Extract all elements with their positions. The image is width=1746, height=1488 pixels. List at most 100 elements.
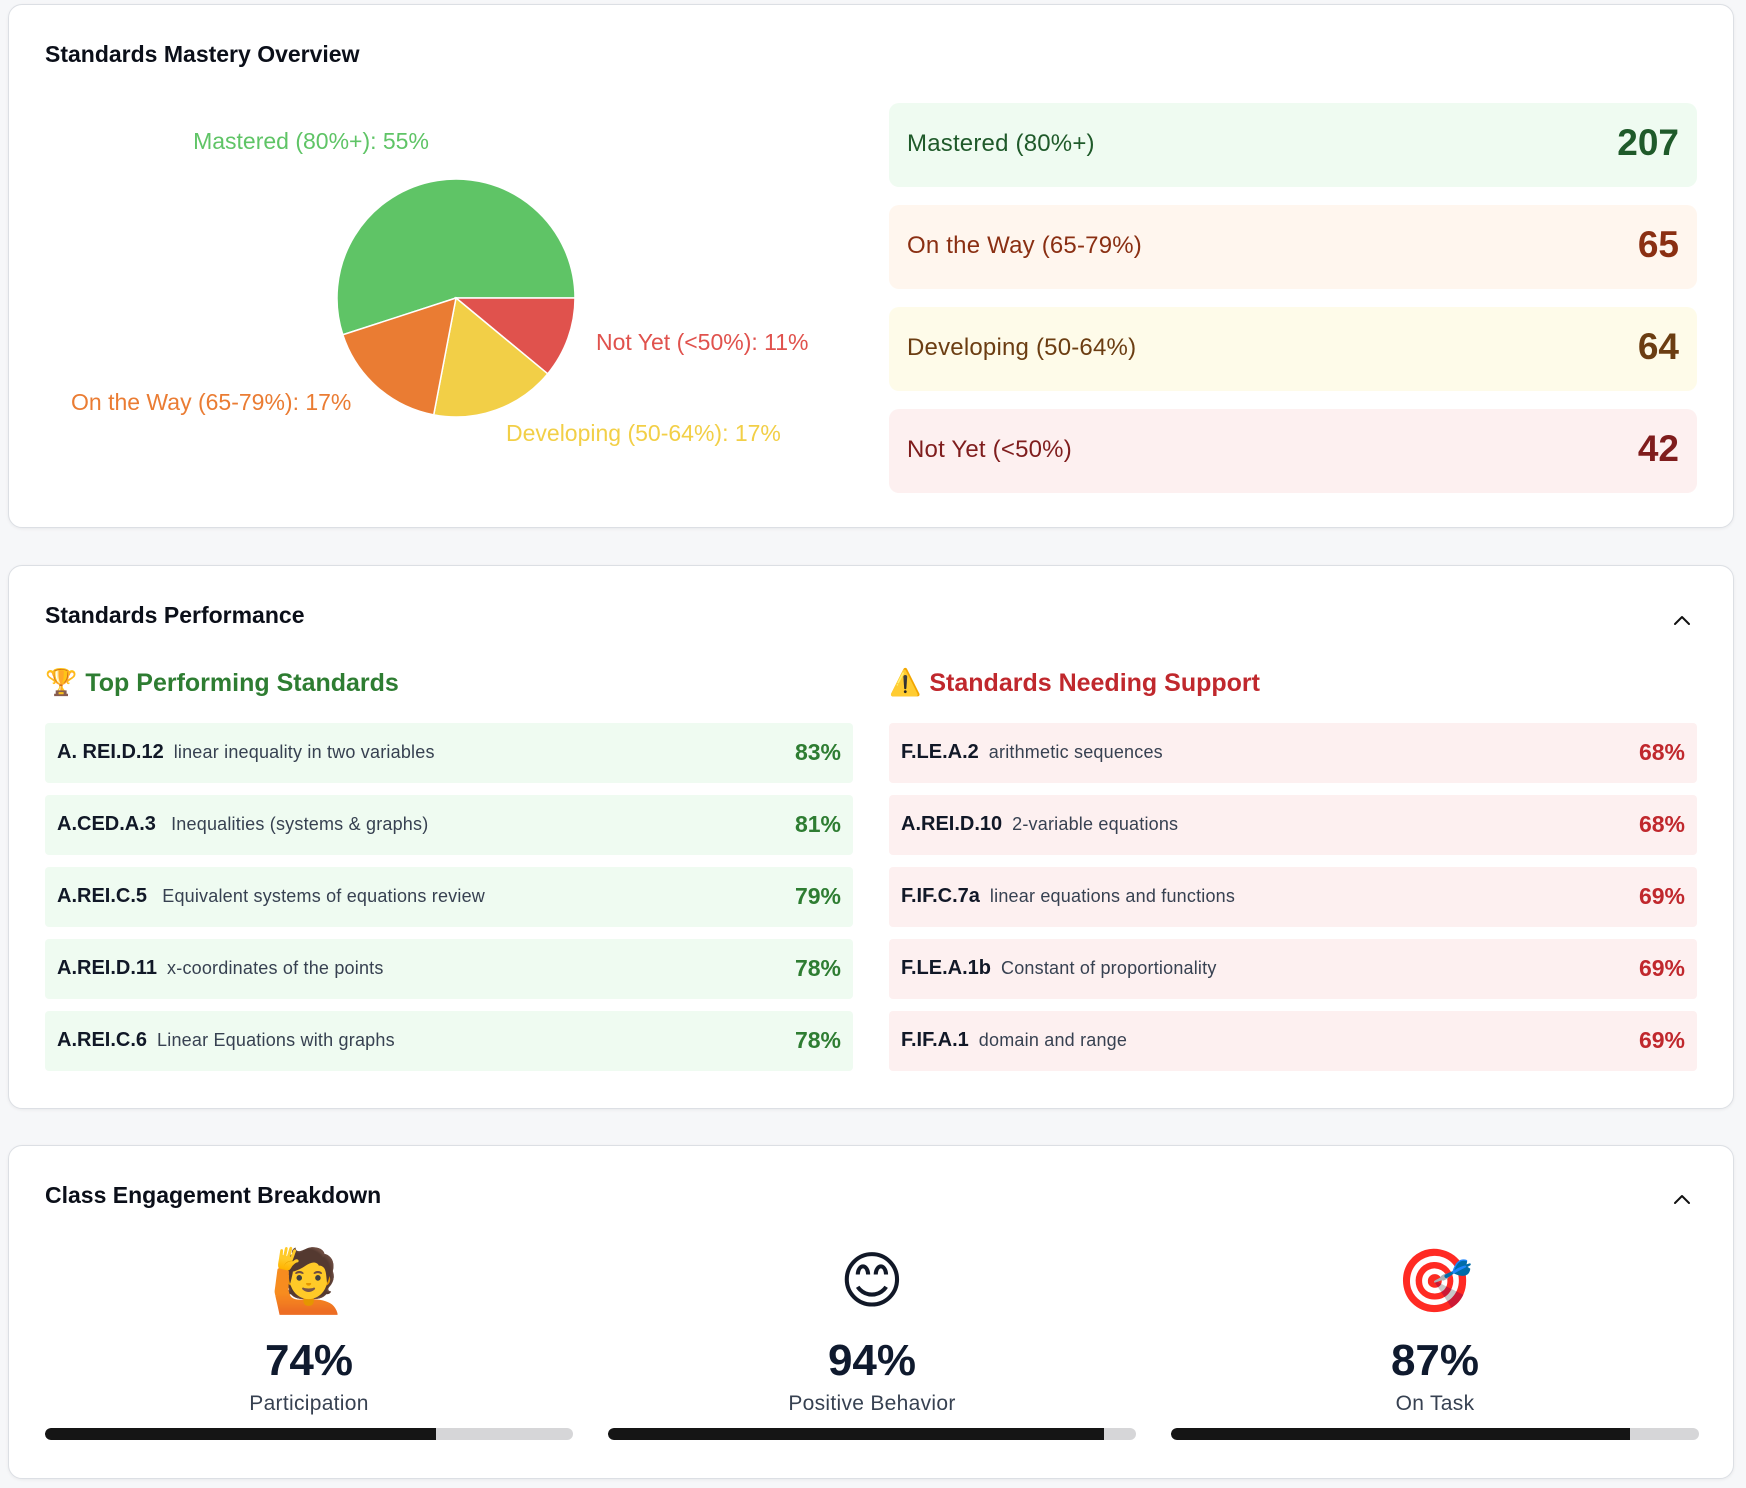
standard-description: domain and range (978, 1030, 1128, 1050)
standard-code-text: A.REI.C.6 (57, 1029, 148, 1051)
top-standards-heading: 🏆 Top Performing Standards (45, 667, 399, 698)
standard-code: A.REI.D.11 x-coordinates of the points (57, 957, 384, 980)
pie-label-mastered: Mastered (80%+): 55% (193, 128, 429, 154)
standard-percent: 69% (1638, 883, 1685, 909)
progress-bar (1171, 1428, 1699, 1440)
standard-row[interactable]: F.LE.A.1b Constant of proportionality 69% (889, 939, 1697, 999)
target-icon: 🎯 (1396, 1247, 1474, 1316)
progress-bar (608, 1428, 1136, 1440)
class-engagement-card: Class Engagement Breakdown 🙋 74% Partici… (8, 1145, 1734, 1479)
standard-description: Inequalities (systems & graphs) (165, 814, 429, 834)
smiling-face-icon: 😊 (839, 1247, 905, 1316)
standard-percent: 78% (794, 955, 841, 981)
stat-not-yet[interactable]: Not Yet (<50%) 42 (889, 409, 1697, 493)
standard-description: Linear Equations with graphs (157, 1030, 395, 1050)
standard-row[interactable]: F.IF.C.7a linear equations and functions 6… (889, 867, 1697, 927)
metric-participation: 🙋 74% Participation (45, 1242, 573, 1462)
pie-label-on-the-way: On the Way (65-79%): 17% (71, 389, 351, 415)
pie-slice-mastered (336, 178, 576, 336)
metric-value: 74% (264, 1336, 354, 1385)
standard-code: F.LE.A.2 arithmetic sequences (901, 741, 1163, 764)
standard-percent: 69% (1638, 955, 1685, 981)
stat-count: 42 (1637, 428, 1679, 469)
standards-performance-card: Standards Performance 🏆 Top Performing St… (8, 565, 1734, 1109)
stat-on-the-way[interactable]: On the Way (65-79%) 65 (889, 205, 1697, 289)
stat-mastered[interactable]: Mastered (80%+) 207 (889, 103, 1697, 187)
standard-percent: 68% (1638, 811, 1685, 837)
card-title: Standards Performance (45, 602, 305, 628)
stat-count: 207 (1617, 122, 1679, 163)
standard-description: x-coordinates of the points (167, 958, 384, 978)
stat-label: Mastered (80%+) (907, 130, 1095, 157)
standard-code-text: A.REI.D.11 (57, 957, 158, 979)
standard-row[interactable]: A.REI.C.6 Linear Equations with graphs 78% (45, 1011, 853, 1071)
standard-code: A.REI.D.10 2-variable equations (901, 813, 1178, 836)
standard-code-text: F.IF.A.1 (901, 1029, 969, 1051)
progress-fill (608, 1428, 1105, 1440)
standard-description: linear equations and functions (989, 886, 1236, 906)
standard-percent: 81% (794, 811, 841, 837)
standard-row[interactable]: A. REI.D.12 linear inequality in two vari… (45, 723, 853, 783)
standard-code: A. REI.D.12 linear inequality in two vari… (57, 741, 435, 764)
standard-code: F.IF.A.1 domain and range (901, 1029, 1127, 1052)
standard-code: A.REI.C.6 Linear Equations with graphs (57, 1029, 395, 1052)
standard-code-text: A.REI.C.5 (57, 885, 148, 907)
metric-value: 87% (1390, 1336, 1480, 1385)
stat-count: 64 (1637, 326, 1679, 367)
progress-bar (45, 1428, 573, 1440)
standard-row[interactable]: A.CED.A.3 Inequalities (systems & graphs… (45, 795, 853, 855)
standard-row[interactable]: F.IF.A.1 domain and range 69% (889, 1011, 1697, 1071)
standard-code: F.IF.C.7a linear equations and functions (901, 885, 1235, 908)
standard-percent: 68% (1638, 739, 1685, 765)
standard-code-text: F.LE.A.2 (901, 741, 979, 763)
pie-slice-not-yet (453, 297, 576, 375)
standard-percent: 83% (794, 739, 841, 765)
pie-label-not-yet: Not Yet (<50%): 11% (596, 329, 808, 355)
raising-hand-icon: 🙋 (270, 1247, 348, 1316)
standard-percent: 69% (1638, 1027, 1685, 1053)
heading-text: Standards Needing Support (929, 669, 1260, 697)
support-standards-list: F.LE.A.2 arithmetic sequences 68% A.REI.D.… (889, 723, 1697, 1083)
stat-label: Developing (50-64%) (907, 334, 1137, 361)
mastery-pie-chart: Mastered (80%+): 55% Not Yet (<50%): 11%… (71, 128, 808, 446)
metric-on-task: 🎯 87% On Task (1171, 1242, 1699, 1462)
standard-row[interactable]: A.REI.D.10 2-variable equations 68% (889, 795, 1697, 855)
pie-slice-on-the-way (341, 296, 457, 416)
standard-code: F.LE.A.1b Constant of proportionality (901, 957, 1217, 980)
warning-icon: ⚠️ (889, 667, 922, 697)
collapse-chevron-up-icon[interactable] (1671, 609, 1693, 631)
card-title: Class Engagement Breakdown (45, 1182, 382, 1208)
stat-label: On the Way (65-79%) (907, 232, 1142, 259)
card-title: Standards Mastery Overview (45, 41, 360, 67)
progress-fill (1171, 1428, 1631, 1440)
standard-description: linear inequality in two variables (173, 742, 435, 762)
stat-count: 65 (1637, 224, 1679, 265)
standard-description: 2-variable equations (1012, 814, 1179, 834)
standard-code-text: F.IF.C.7a (901, 885, 980, 907)
standard-code-text: A. REI.D.12 (57, 741, 164, 763)
standard-code-text: A.REI.D.10 (901, 813, 1003, 835)
progress-fill (45, 1428, 436, 1440)
top-standards-list: A. REI.D.12 linear inequality in two vari… (45, 723, 853, 1083)
metric-label: Participation (249, 1392, 369, 1415)
stat-developing[interactable]: Developing (50-64%) 64 (889, 307, 1697, 391)
standard-row[interactable]: A.REI.D.11 x-coordinates of the points 78% (45, 939, 853, 999)
collapse-chevron-up-icon[interactable] (1671, 1188, 1693, 1210)
standard-percent: 78% (794, 1027, 841, 1053)
metric-value: 94% (827, 1336, 917, 1385)
standard-row[interactable]: F.LE.A.2 arithmetic sequences 68% (889, 723, 1697, 783)
standard-description: Constant of proportionality (1001, 958, 1217, 978)
heading-text: Top Performing Standards (85, 669, 399, 697)
standard-row[interactable]: A.REI.C.5 Equivalent systems of equation… (45, 867, 853, 927)
standard-percent: 79% (794, 883, 841, 909)
pie-slice-developing (432, 296, 549, 418)
standards-mastery-card: Standards Mastery Overview Mastered (80%… (8, 4, 1734, 528)
metric-label: Positive Behavior (788, 1392, 956, 1415)
standard-description: arithmetic sequences (988, 742, 1163, 762)
stat-label: Not Yet (<50%) (907, 436, 1072, 463)
pie-label-developing: Developing (50-64%): 17% (506, 420, 781, 446)
standard-code: A.REI.C.5 Equivalent systems of equation… (57, 885, 485, 908)
metric-label: On Task (1395, 1392, 1475, 1415)
standard-description: Equivalent systems of equations review (157, 886, 485, 906)
standard-code: A.CED.A.3 Inequalities (systems & graphs… (57, 813, 428, 836)
